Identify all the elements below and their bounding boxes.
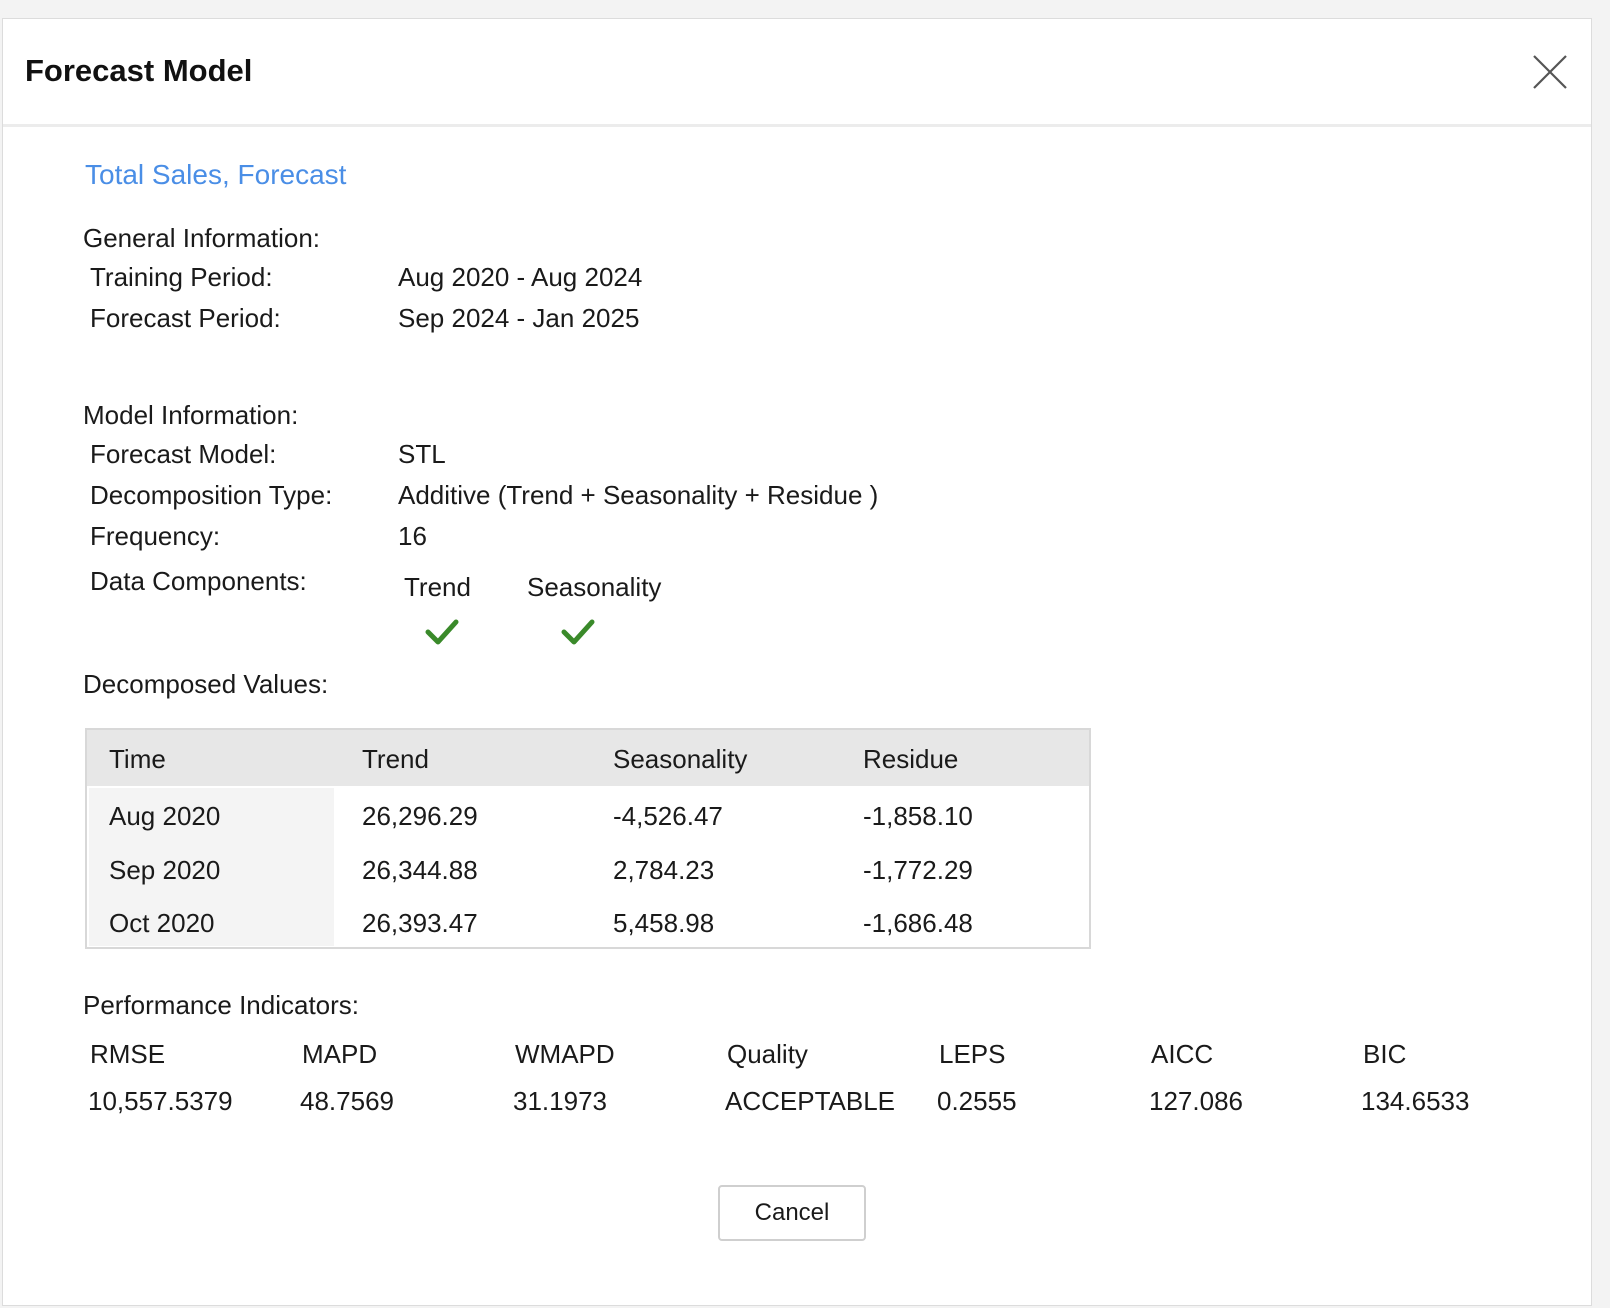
metric-name-wmapd: WMAPD [515, 1039, 615, 1069]
dialog-title: Forecast Model [25, 53, 253, 88]
decomposed-values-table: Time Trend Seasonality Residue Aug 2020 … [85, 728, 1091, 949]
table-cell: 26,344.88 [362, 855, 478, 885]
metric-value-aicc: 127.086 [1149, 1086, 1243, 1116]
seasonality-check-icon [561, 617, 595, 652]
table-header [87, 730, 1089, 786]
table-cell: -1,772.29 [863, 855, 973, 885]
table-cell: -1,686.48 [863, 908, 973, 938]
dialog-header: Forecast Model [3, 19, 1591, 127]
general-info-heading: General Information: [83, 223, 321, 253]
forecast-period-value: Sep 2024 - Jan 2025 [398, 303, 640, 333]
table-cell: 5,458.98 [613, 908, 715, 938]
component-seasonality-label: Seasonality [527, 572, 662, 602]
table-cell: Sep 2020 [109, 855, 221, 885]
column-header-residue: Residue [863, 744, 959, 774]
column-header-time: Time [109, 744, 166, 774]
metric-value-wmapd: 31.1973 [513, 1086, 607, 1116]
column-header-trend: Trend [362, 744, 429, 774]
metric-name-quality: Quality [727, 1039, 808, 1069]
forecast-model-value: STL [398, 439, 446, 469]
metric-name-rmse: RMSE [90, 1039, 166, 1069]
metric-value-quality: ACCEPTABLE [725, 1086, 896, 1116]
frequency-value: 16 [398, 521, 427, 551]
metric-value-leps: 0.2555 [937, 1086, 1017, 1116]
metric-value-mapd: 48.7569 [300, 1086, 394, 1116]
table-cell: Oct 2020 [109, 908, 215, 938]
model-info-heading: Model Information: [83, 400, 299, 430]
time-column-bg [89, 788, 334, 946]
metric-name-bic: BIC [1363, 1039, 1407, 1069]
table-cell: -1,858.10 [863, 801, 973, 831]
metric-value-bic: 134.6533 [1361, 1086, 1470, 1116]
trend-check-icon [425, 617, 459, 652]
training-period-label: Training Period: [90, 262, 273, 292]
decomposition-type-value: Additive (Trend + Seasonality + Residue … [398, 480, 879, 510]
forecast-model-dialog: Forecast Model Total Sales, Forecast Gen… [2, 18, 1592, 1306]
table-cell: Aug 2020 [109, 801, 221, 831]
frequency-label: Frequency: [90, 521, 221, 551]
metric-name-leps: LEPS [939, 1039, 1006, 1069]
cancel-button[interactable]: Cancel [718, 1185, 866, 1241]
column-header-seasonality: Seasonality [613, 744, 748, 774]
performance-indicators-heading: Performance Indicators: [83, 990, 360, 1020]
metric-value-rmse: 10,557.5379 [88, 1086, 233, 1116]
decomposed-values-heading: Decomposed Values: [83, 669, 329, 699]
data-components-label: Data Components: [90, 566, 307, 596]
training-period-value: Aug 2020 - Aug 2024 [398, 262, 643, 292]
table-cell: 26,393.47 [362, 908, 478, 938]
component-trend-label: Trend [404, 572, 471, 602]
metric-name-aicc: AICC [1151, 1039, 1214, 1069]
forecast-period-label: Forecast Period: [90, 303, 281, 333]
close-x-icon [1533, 55, 1567, 89]
close-button[interactable] [1525, 47, 1575, 97]
table-cell: -4,526.47 [613, 801, 723, 831]
metric-name-mapd: MAPD [302, 1039, 378, 1069]
table-cell: 26,296.29 [362, 801, 478, 831]
decomposition-type-label: Decomposition Type: [90, 480, 333, 510]
table-cell: 2,784.23 [613, 855, 715, 885]
series-title-link[interactable]: Total Sales, Forecast [85, 159, 347, 190]
forecast-model-label: Forecast Model: [90, 439, 277, 469]
